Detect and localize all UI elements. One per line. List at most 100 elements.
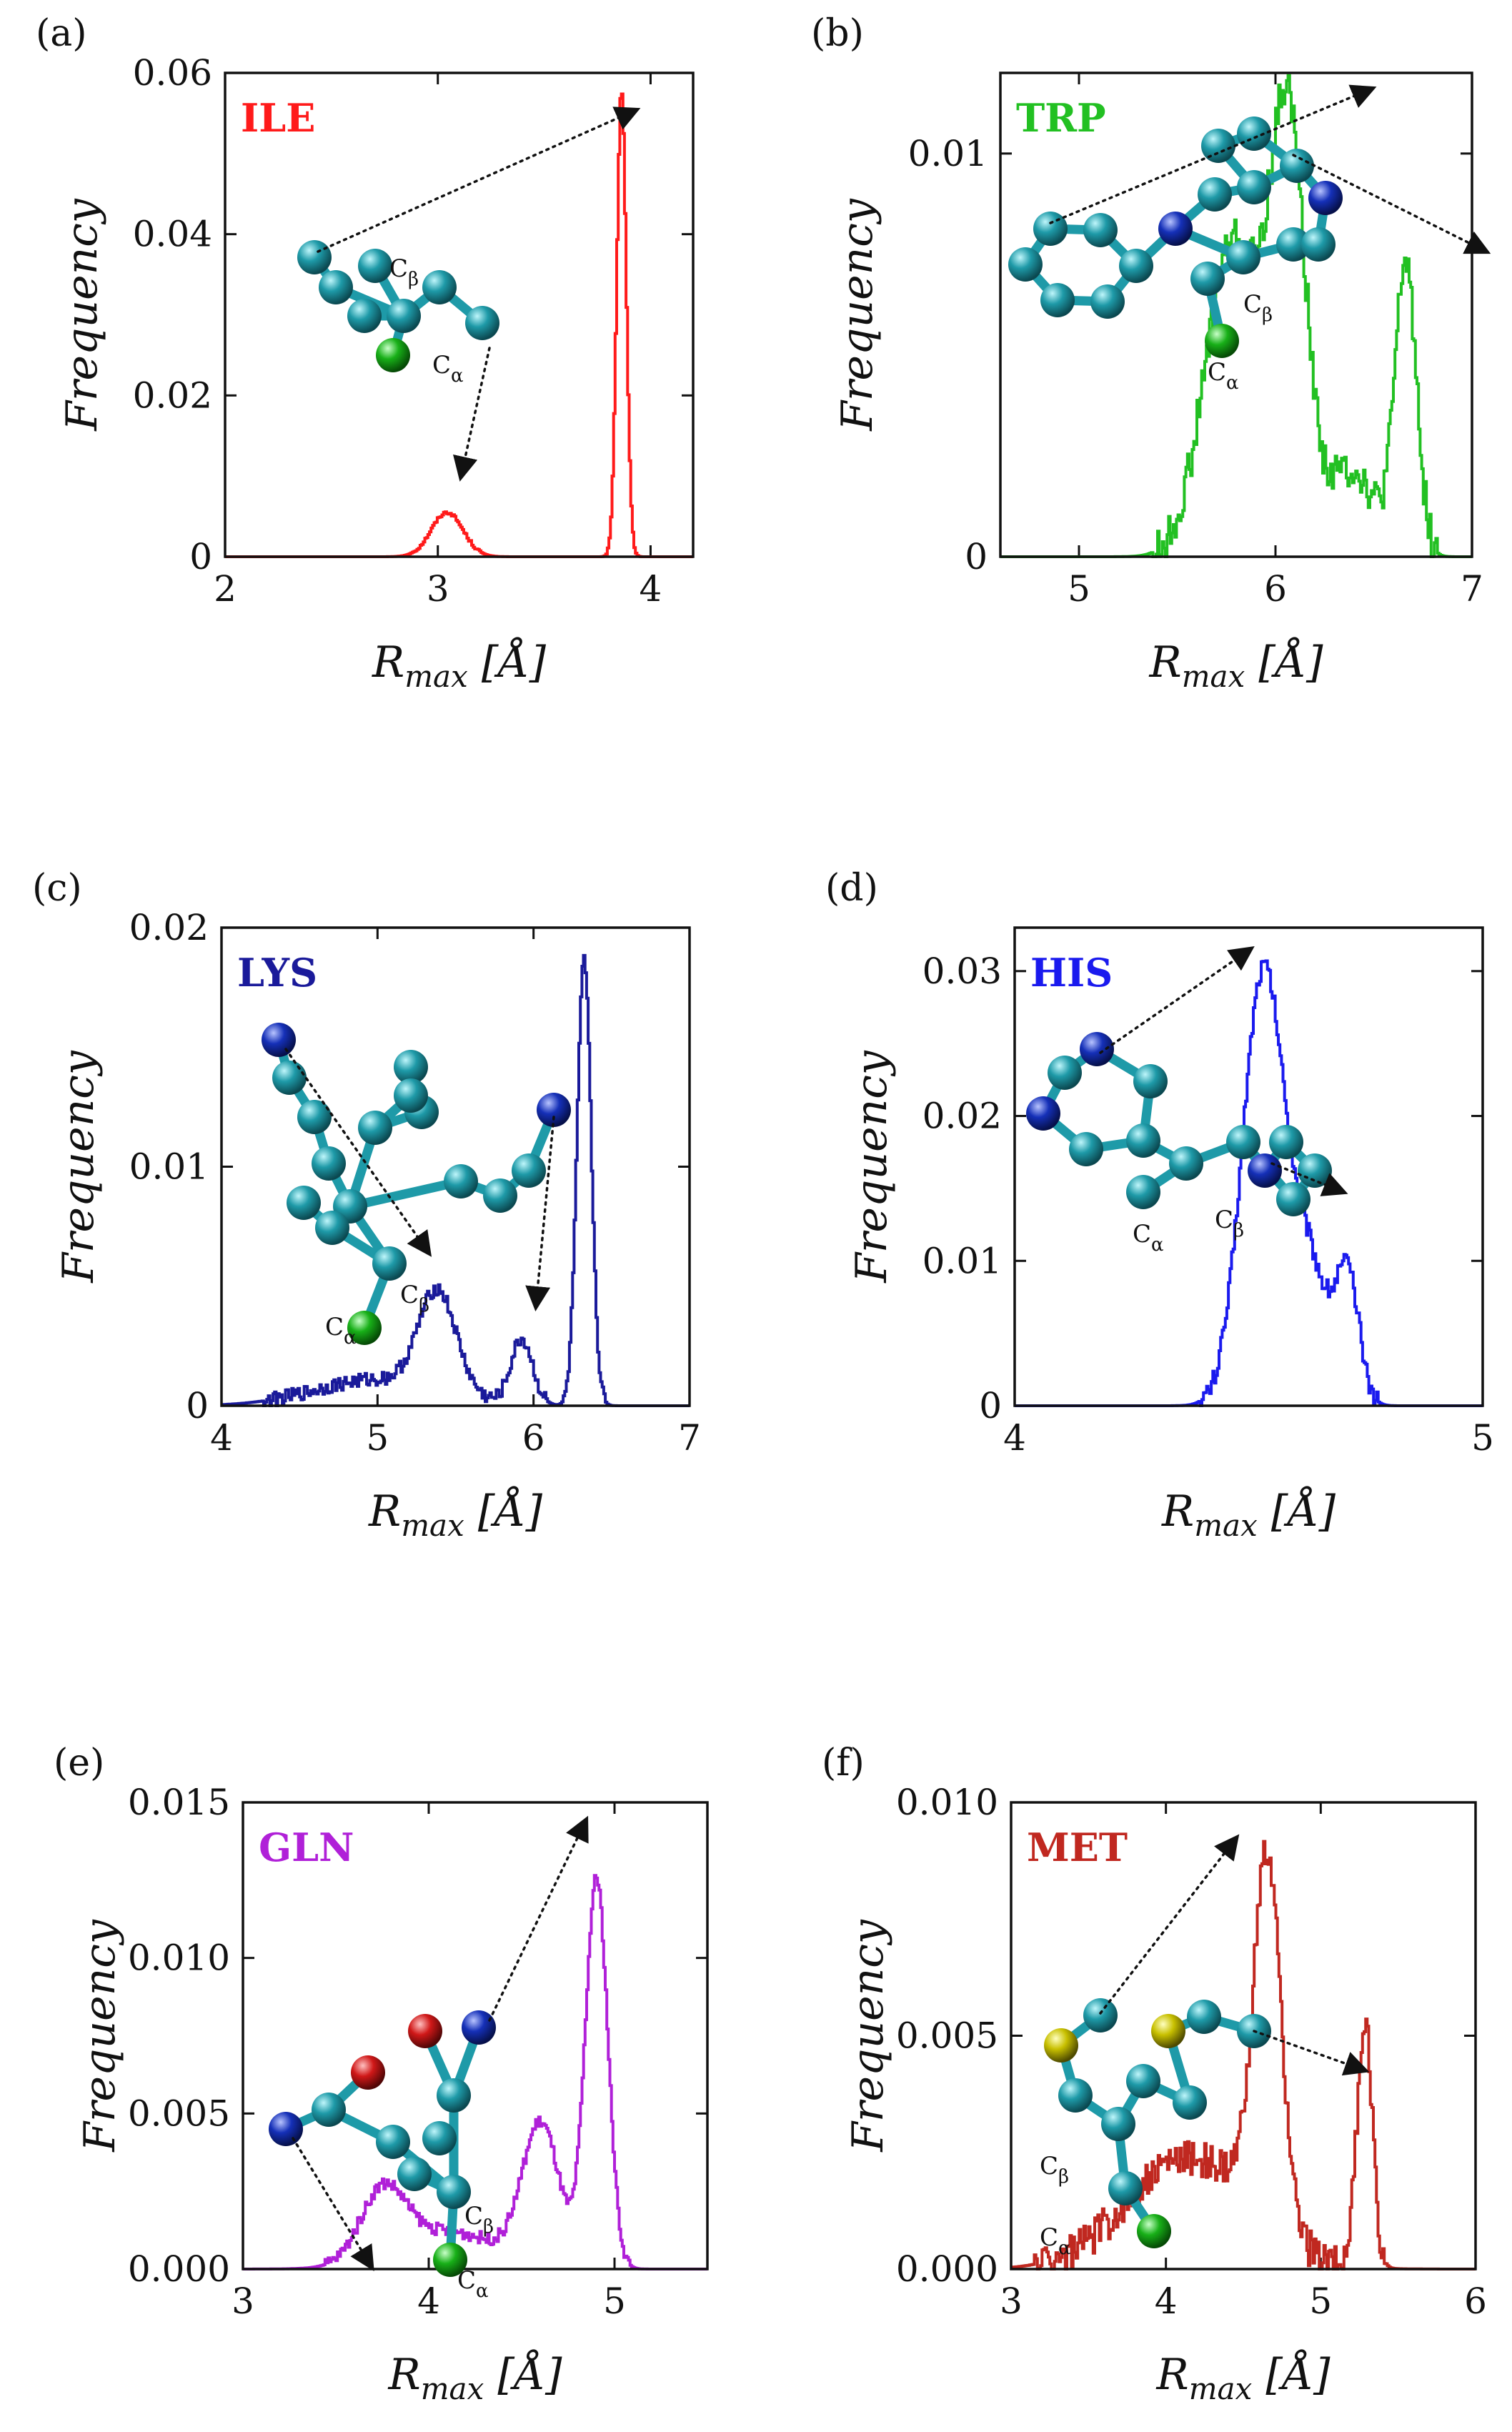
y-tick-label: 0.01: [922, 1240, 1002, 1281]
molecule-inset: Cβ Cα: [1026, 946, 1348, 1256]
plot-frame: [220, 926, 691, 1407]
atom-carbon: [1058, 2078, 1093, 2113]
atom-carbon: [1173, 2085, 1207, 2120]
atom-carbon: [358, 249, 392, 283]
atom-nitrogen: [1248, 1153, 1282, 1188]
atom-label: Cβ: [464, 2202, 494, 2238]
atom-carbon: [437, 2175, 471, 2209]
panel-f: (f) 3 4 5 6 0.000 0.005 0.010 Rmax [Å] Frequency M…: [822, 1742, 1487, 2406]
atom-carbon: [315, 1211, 349, 1245]
atom-calpha: [1205, 324, 1239, 358]
panel-e: (e) 3 4 5 0.000 0.005 0.010 0.015 Rmax [Å] Freque…: [54, 1742, 709, 2406]
atom-carbon: [312, 1146, 346, 1181]
arrow: [452, 347, 491, 482]
atom-label: Cβ: [1215, 1206, 1244, 1241]
atom-carbon: [1226, 240, 1260, 274]
y-tick-label: 0.015: [128, 1782, 230, 1823]
y-tick-label: 0: [189, 536, 212, 577]
plot-frame: [1010, 1801, 1477, 2270]
atom-label: Cα: [1133, 1220, 1164, 1256]
atom-carbon: [319, 270, 353, 304]
atom-carbon: [394, 1050, 428, 1084]
atom-label: Cβ: [1243, 290, 1273, 326]
atom-label: Cα: [325, 1313, 357, 1349]
atom-carbon: [444, 1164, 478, 1198]
atom-carbon: [1237, 170, 1271, 204]
y-tick-label: 0: [979, 1385, 1002, 1426]
x-tick-label: 5: [366, 1417, 389, 1459]
y-axis-label: Frequency: [847, 1050, 897, 1284]
x-tick-label: 3: [427, 568, 449, 610]
x-axis-label: Rmax [Å]: [1149, 637, 1324, 694]
atom-nitrogen: [262, 1023, 296, 1057]
x-axis-label: Rmax [Å]: [372, 637, 547, 694]
atom-carbon: [1101, 2107, 1135, 2141]
atom-label: Cα: [1040, 2223, 1071, 2259]
x-tick-label: 3: [232, 2280, 254, 2322]
atom-carbon: [1190, 262, 1225, 296]
x-tick-label: 4: [640, 568, 662, 610]
atom-carbon: [483, 1178, 517, 1213]
panel-letter: (e): [54, 1742, 104, 1785]
arrow: [1253, 2030, 1370, 2076]
atom-carbon: [1033, 212, 1068, 246]
arrow: [1099, 1834, 1240, 2015]
atom-carbon: [1298, 1153, 1332, 1188]
atom-carbon: [422, 270, 457, 304]
residue-label: TRP: [1016, 95, 1106, 141]
atom-sulfur: [1151, 2014, 1185, 2048]
series-line: [1000, 74, 1472, 558]
atom-carbon: [1301, 227, 1336, 262]
panel-c: (c) 4 5 6 7 0 0.01 0.02 Rmax [Å] Frequency LYS Cβ Cα: [32, 867, 701, 1543]
atom-carbon: [1126, 2064, 1160, 2098]
x-tick-label: 4: [417, 2280, 440, 2322]
series-line: [225, 92, 693, 558]
panel-letter: (d): [825, 867, 878, 910]
arrow: [1049, 84, 1377, 224]
panel-letter: (a): [36, 12, 87, 55]
y-tick-label: 0.01: [908, 133, 988, 174]
y-tick-label: 0.000: [896, 2248, 998, 2290]
x-tick-label: 5: [1068, 568, 1090, 610]
y-tick-label: 0.01: [129, 1146, 209, 1188]
atom-carbon: [1040, 283, 1075, 317]
atom-carbon: [297, 240, 332, 274]
x-axis-label: Rmax [Å]: [1156, 2349, 1331, 2406]
plot-frame: [999, 71, 1473, 558]
x-tick-label: 4: [1003, 1417, 1026, 1459]
bond: [345, 1176, 466, 1211]
atom-nitrogen: [1080, 1032, 1114, 1066]
atom-carbon: [1276, 227, 1310, 262]
arrow: [317, 106, 641, 253]
atom-calpha: [433, 2243, 467, 2277]
arrow: [284, 1048, 432, 1257]
atom-calpha: [376, 338, 410, 372]
x-tick-label: 2: [214, 568, 237, 610]
atom-nitrogen: [1026, 1096, 1060, 1131]
series-line: [222, 953, 690, 1407]
series-line: [1015, 959, 1483, 1407]
x-axis-label: Rmax [Å]: [388, 2349, 563, 2406]
x-tick-label: 3: [1000, 2280, 1023, 2322]
panel-letter: (b): [811, 12, 864, 55]
atom-carbon: [437, 2078, 471, 2113]
x-tick-label: 5: [1309, 2280, 1332, 2322]
atom-carbon: [347, 299, 382, 333]
atom-carbon: [272, 1061, 307, 1095]
y-tick-label: 0.010: [896, 1782, 998, 1823]
plot-frame: [242, 1801, 709, 2270]
arrow: [1270, 1162, 1348, 1196]
x-tick-label: 6: [522, 1417, 545, 1459]
y-tick-label: 0.02: [133, 374, 212, 416]
atom-nitrogen: [537, 1093, 571, 1127]
atom-carbon: [1008, 247, 1043, 282]
x-axis-label: Rmax [Å]: [368, 1486, 543, 1543]
atom-carbon: [1090, 284, 1125, 319]
atom-carbon: [1126, 1175, 1160, 1209]
x-tick-label: 5: [603, 2280, 626, 2322]
